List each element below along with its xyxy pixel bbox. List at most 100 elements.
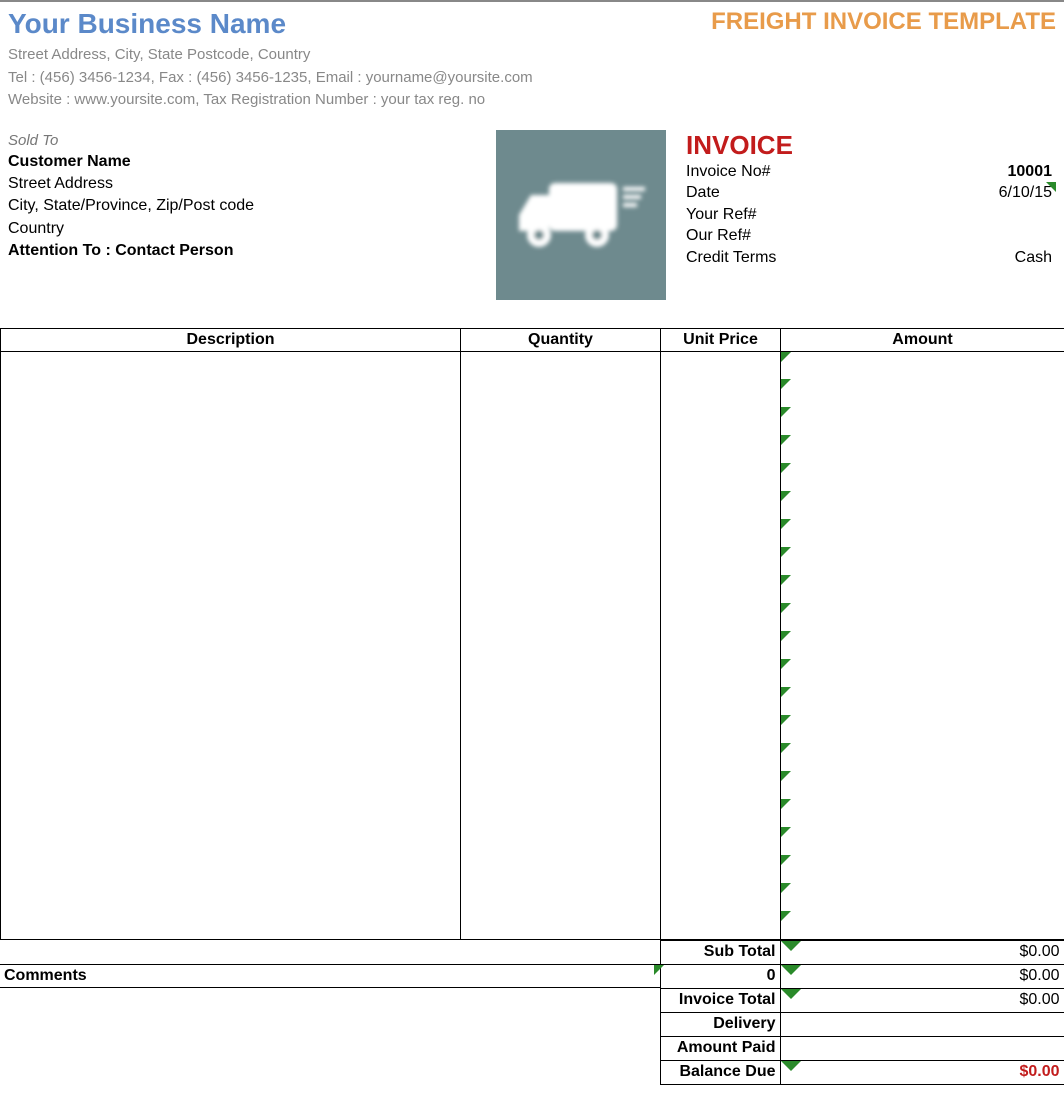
table-row — [1, 855, 1064, 883]
cell-description — [1, 519, 461, 547]
amount-paid-value — [780, 1036, 1064, 1060]
cell-description — [1, 659, 461, 687]
our-ref-value — [1052, 225, 1056, 247]
balance-due-label: Balance Due — [660, 1060, 780, 1084]
cell-quantity — [461, 911, 661, 939]
cell-unit-price — [661, 715, 781, 743]
cell-quantity — [461, 799, 661, 827]
credit-terms-label: Credit Terms — [686, 247, 776, 269]
your-ref-value — [1052, 204, 1056, 226]
table-row — [1, 771, 1064, 799]
cell-amount — [781, 631, 1064, 659]
cell-description — [1, 855, 461, 883]
cell-unit-price — [661, 547, 781, 575]
customer-name: Customer Name — [8, 151, 496, 173]
cell-amount — [781, 575, 1064, 603]
cell-amount — [781, 351, 1064, 379]
cell-quantity — [461, 715, 661, 743]
table-row — [1, 715, 1064, 743]
invoice-no-label: Invoice No# — [686, 161, 771, 183]
cell-description — [1, 491, 461, 519]
cell-description — [1, 715, 461, 743]
cell-quantity — [461, 855, 661, 883]
cell-description — [1, 771, 461, 799]
delivery-value — [780, 1012, 1064, 1036]
cell-amount — [781, 519, 1064, 547]
cell-quantity — [461, 463, 661, 491]
your-ref-label: Your Ref# — [686, 204, 757, 226]
cell-quantity — [461, 659, 661, 687]
cell-amount — [781, 603, 1064, 631]
business-web-tax-line: Website : www.yoursite.com, Tax Registra… — [8, 89, 1056, 112]
cell-quantity — [461, 379, 661, 407]
cell-quantity — [461, 519, 661, 547]
table-row — [1, 379, 1064, 407]
cell-quantity — [461, 351, 661, 379]
sold-to-block: Sold To Customer Name Street Address Cit… — [8, 130, 496, 300]
cell-unit-price — [661, 575, 781, 603]
cell-unit-price — [661, 519, 781, 547]
cell-description — [1, 911, 461, 939]
table-row — [1, 631, 1064, 659]
comments-label: Comments — [0, 964, 660, 988]
cell-unit-price — [661, 435, 781, 463]
cell-unit-price — [661, 911, 781, 939]
cell-amount — [781, 799, 1064, 827]
cell-amount — [781, 911, 1064, 939]
customer-street: Street Address — [8, 173, 496, 195]
customer-city: City, State/Province, Zip/Post code — [8, 195, 496, 217]
business-name: Your Business Name — [8, 8, 286, 40]
cell-unit-price — [661, 631, 781, 659]
table-row — [1, 603, 1064, 631]
amount-paid-label: Amount Paid — [660, 1036, 780, 1060]
cell-unit-price — [661, 659, 781, 687]
business-contact-line: Tel : (456) 3456-1234, Fax : (456) 3456-… — [8, 67, 1056, 90]
cell-description — [1, 799, 461, 827]
table-row — [1, 883, 1064, 911]
balance-due-value: $0.00 — [780, 1060, 1064, 1084]
cell-amount — [781, 463, 1064, 491]
date-value: 6/10/15 — [999, 182, 1056, 204]
items-table: Description Quantity Unit Price Amount — [0, 328, 1064, 940]
cell-quantity — [461, 603, 661, 631]
cell-unit-price — [661, 379, 781, 407]
cell-amount — [781, 883, 1064, 911]
cell-description — [1, 883, 461, 911]
cell-unit-price — [661, 883, 781, 911]
cell-amount — [781, 855, 1064, 883]
table-row — [1, 911, 1064, 939]
table-row — [1, 519, 1064, 547]
cell-unit-price — [661, 799, 781, 827]
cell-unit-price — [661, 463, 781, 491]
cell-amount — [781, 743, 1064, 771]
invoice-title: INVOICE — [686, 130, 1056, 161]
cell-quantity — [461, 771, 661, 799]
delivery-label: Delivery — [660, 1012, 780, 1036]
cell-description — [1, 351, 461, 379]
cell-description — [1, 743, 461, 771]
cell-unit-price — [661, 771, 781, 799]
table-row — [1, 743, 1064, 771]
cell-quantity — [461, 435, 661, 463]
tax-label: 0 — [660, 964, 780, 988]
cell-unit-price — [661, 491, 781, 519]
tax-value: $0.00 — [780, 964, 1064, 988]
cell-amount — [781, 659, 1064, 687]
cell-amount — [781, 715, 1064, 743]
customer-country: Country — [8, 218, 496, 240]
date-label: Date — [686, 182, 720, 204]
invoice-total-label: Invoice Total — [660, 988, 780, 1012]
table-row — [1, 491, 1064, 519]
truck-icon — [496, 130, 666, 300]
cell-quantity — [461, 407, 661, 435]
table-row — [1, 547, 1064, 575]
col-amount: Amount — [781, 328, 1064, 351]
attention-to: Attention To : Contact Person — [8, 240, 496, 262]
table-row — [1, 351, 1064, 379]
col-quantity: Quantity — [461, 328, 661, 351]
totals-table: Comments Sub Total $0.00 0 $0.00 Invoice… — [0, 940, 1064, 1085]
cell-amount — [781, 435, 1064, 463]
cell-description — [1, 547, 461, 575]
cell-unit-price — [661, 687, 781, 715]
cell-quantity — [461, 631, 661, 659]
